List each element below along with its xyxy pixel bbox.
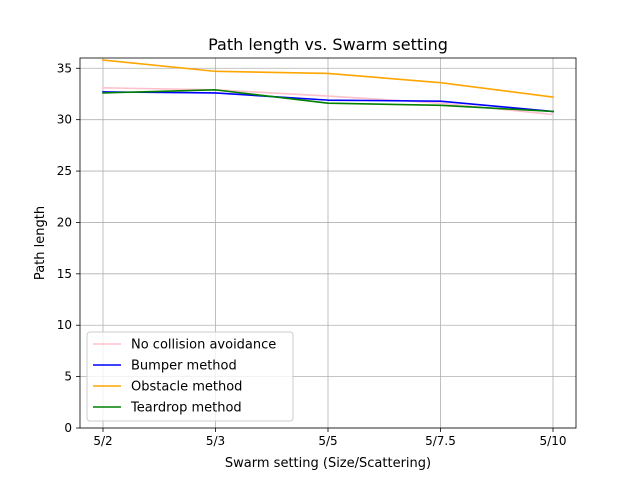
y-tick-label: 15 (57, 267, 72, 281)
grid (80, 58, 576, 429)
y-tick-label: 10 (57, 318, 72, 332)
series-line-obstacle-method (102, 59, 554, 98)
x-tick-label: 5/5 (318, 434, 337, 448)
y-tick-label: 30 (57, 113, 72, 127)
series-line-bumper-method (102, 91, 554, 113)
x-axis-label: Swarm setting (Size/Scattering) (225, 456, 431, 471)
legend-label-bumper-method: Bumper method (131, 359, 237, 374)
x-tick-label: 5/3 (206, 434, 225, 448)
legend-label-obstacle-method: Obstacle method (131, 380, 242, 395)
x-tick-label: 5/2 (93, 434, 112, 448)
legend-label-teardrop-method: Teardrop method (130, 401, 242, 416)
y-tick-label: 0 (64, 421, 72, 435)
x-tick-label: 5/10 (540, 434, 567, 448)
y-tick-label: 5 (64, 370, 72, 384)
series-lines (102, 59, 554, 116)
x-tick-label: 5/7.5 (425, 434, 456, 448)
y-axis-label: Path length (33, 206, 48, 280)
legend: No collision avoidance Bumper method Obsta… (86, 331, 294, 422)
y-tick-label: 25 (57, 164, 72, 178)
y-tick-label: 35 (57, 61, 72, 75)
axis-ticks: 5/2 5/3 5/5 5/7.5 5/10 0 5 10 15 20 25 30 35 (57, 61, 567, 448)
chart-title: Path length vs. Swarm setting (208, 35, 448, 54)
legend-label-no-collision-avoidance: No collision avoidance (131, 338, 276, 353)
legend-box (86, 331, 294, 422)
y-tick-label: 20 (57, 215, 72, 229)
series-line-teardrop-method (102, 89, 554, 113)
